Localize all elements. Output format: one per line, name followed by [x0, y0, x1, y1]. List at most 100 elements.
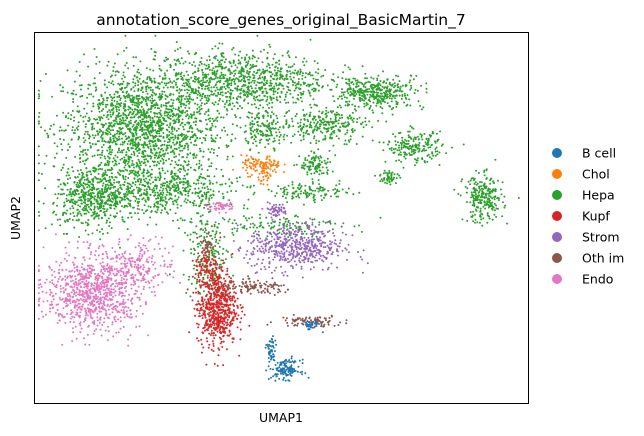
data-point — [260, 73, 262, 75]
data-point — [91, 122, 94, 125]
data-point — [126, 116, 129, 119]
data-point — [383, 91, 385, 94]
data-point — [139, 82, 142, 85]
data-point — [67, 124, 70, 127]
data-point — [134, 84, 137, 87]
data-point — [137, 212, 139, 215]
data-point — [180, 98, 183, 101]
data-point — [220, 52, 223, 55]
data-point — [400, 148, 403, 150]
data-point — [121, 157, 123, 160]
data-point — [108, 195, 111, 198]
data-point — [129, 204, 131, 207]
data-point — [80, 84, 83, 87]
data-point — [155, 145, 158, 148]
data-point — [209, 151, 212, 154]
data-point — [211, 182, 214, 185]
data-point — [269, 45, 272, 48]
data-point — [308, 126, 311, 129]
data-point — [246, 76, 249, 79]
data-point — [214, 101, 217, 104]
data-point — [302, 90, 305, 93]
data-point — [275, 131, 278, 134]
data-point — [162, 136, 165, 139]
data-point — [173, 186, 176, 189]
data-point — [128, 166, 131, 169]
data-point — [409, 88, 412, 91]
data-point — [113, 193, 116, 196]
data-point — [71, 192, 74, 195]
data-point — [142, 212, 145, 215]
data-point — [138, 152, 141, 155]
data-point — [313, 103, 316, 106]
data-point — [472, 220, 475, 223]
data-point — [272, 120, 275, 123]
data-point — [93, 137, 96, 139]
data-point — [149, 119, 152, 122]
data-point — [190, 116, 193, 119]
data-point — [181, 145, 184, 148]
data-point — [313, 121, 316, 124]
data-point — [493, 213, 496, 216]
data-point — [174, 108, 177, 111]
data-point — [357, 85, 360, 87]
data-point — [370, 76, 373, 79]
data-point — [344, 104, 347, 107]
data-point — [185, 100, 188, 103]
data-point — [188, 97, 191, 100]
data-point — [294, 101, 297, 104]
data-point — [136, 143, 138, 146]
data-point — [166, 185, 169, 188]
data-point — [325, 109, 328, 112]
data-point — [156, 191, 159, 194]
data-point — [156, 160, 159, 163]
data-point — [194, 123, 197, 126]
data-point — [197, 187, 200, 190]
data-point — [381, 95, 384, 98]
data-point — [56, 197, 59, 200]
data-point — [286, 134, 289, 137]
data-point — [305, 130, 308, 133]
data-point — [430, 157, 433, 160]
data-point — [89, 146, 92, 149]
data-point — [279, 101, 282, 104]
data-point — [247, 140, 250, 143]
data-point — [71, 126, 74, 129]
data-point — [293, 81, 296, 84]
data-point — [230, 140, 233, 143]
data-point — [92, 105, 95, 108]
data-point — [198, 80, 201, 83]
data-point — [218, 97, 221, 100]
data-point — [271, 111, 273, 114]
data-point — [125, 91, 128, 94]
data-point — [247, 62, 249, 65]
data-point — [395, 143, 397, 146]
data-point — [394, 97, 396, 100]
data-point — [407, 142, 410, 145]
data-point — [244, 124, 247, 127]
data-point — [109, 221, 111, 224]
data-point — [122, 71, 125, 74]
data-point — [356, 118, 359, 120]
data-point — [176, 86, 179, 89]
data-point — [397, 83, 399, 86]
data-point — [485, 193, 488, 195]
data-point — [273, 87, 276, 90]
data-point — [83, 163, 86, 165]
data-point — [117, 115, 119, 118]
data-point — [269, 114, 272, 117]
data-point — [54, 156, 56, 159]
data-point — [253, 129, 256, 131]
data-point — [183, 133, 185, 136]
data-point — [124, 175, 127, 178]
data-point — [110, 191, 113, 194]
data-point — [171, 104, 174, 107]
data-point — [125, 188, 128, 191]
data-point — [157, 200, 160, 203]
data-point — [297, 98, 300, 101]
data-point — [102, 143, 105, 146]
data-point — [111, 197, 114, 200]
data-point — [138, 77, 141, 80]
data-point — [184, 190, 187, 193]
data-point — [259, 77, 262, 80]
